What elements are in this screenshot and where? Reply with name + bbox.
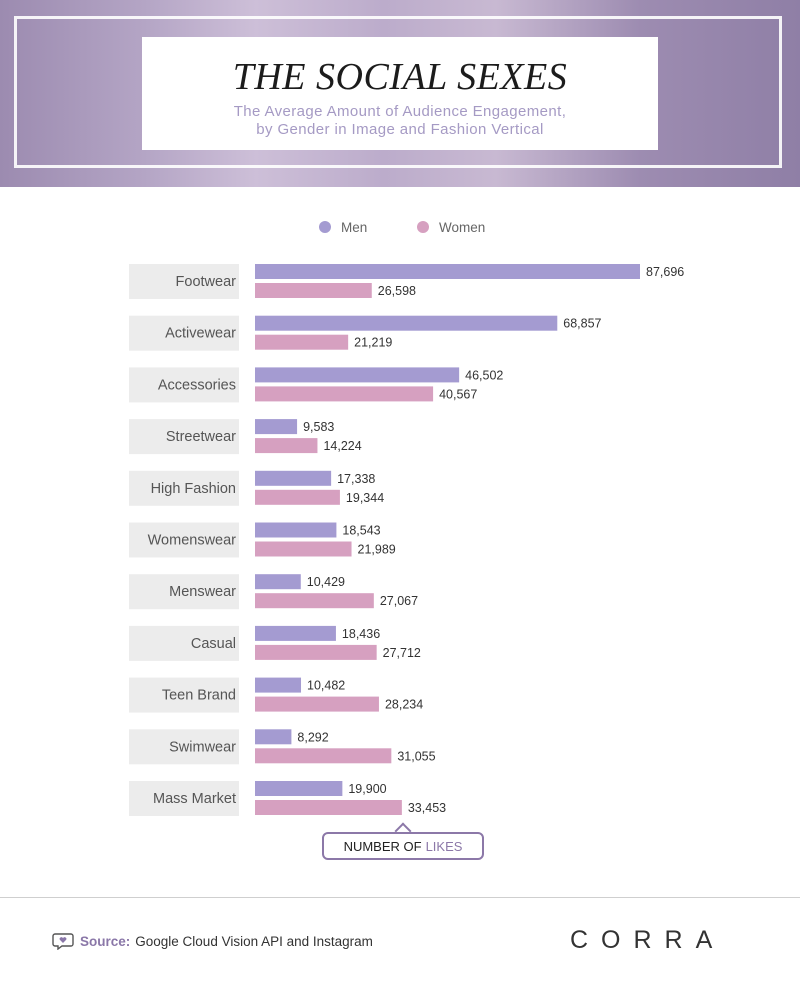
- bar-women-accessories: [255, 386, 434, 402]
- bar-women-mass-market: [255, 800, 402, 815]
- bar-men-menswear: [255, 574, 301, 590]
- value-label-men-high-fashion: 17,338: [337, 472, 375, 486]
- source-text: Google Cloud Vision API and Instagram: [135, 933, 373, 949]
- value-label-men-teen-brand: 10,482: [307, 679, 345, 693]
- value-label-men-footwear: 87,696: [646, 265, 684, 279]
- value-label-women-womenswear: 21,989: [358, 543, 396, 557]
- legend-swatch-women: [417, 221, 429, 233]
- value-label-women-high-fashion: 19,344: [346, 491, 384, 505]
- value-label-women-accessories: 40,567: [439, 387, 477, 401]
- page-title: THE SOCIAL SEXES: [232, 56, 568, 98]
- bar-men-mass-market: [255, 781, 343, 796]
- category-label-bg: [129, 625, 239, 661]
- value-label-women-menswear: 27,067: [380, 594, 418, 608]
- banner-frame: [14, 16, 782, 168]
- bar-men-activewear: [255, 315, 558, 331]
- source-note: Source: Google Cloud Vision API and Inst…: [52, 930, 373, 952]
- category-label-mass-market: Mass Market: [153, 791, 236, 807]
- category-label-bg: [129, 367, 239, 403]
- legend-label-men: Men: [341, 220, 367, 235]
- subtitle-line-1: The Average Amount of Audience Engagemen…: [233, 103, 567, 120]
- footer-divider: [0, 897, 800, 898]
- category-label-womenswear: Womenswear: [148, 533, 237, 549]
- header-banner: THE SOCIAL SEXES The Average Amount of A…: [0, 0, 800, 187]
- category-label-footwear: Footwear: [176, 274, 237, 290]
- bar-women-menswear: [255, 593, 374, 609]
- bar-women-activewear: [255, 334, 349, 350]
- value-label-men-casual: 18,436: [342, 627, 380, 641]
- category-label-bg: [129, 574, 239, 610]
- category-label-bg: [129, 419, 239, 455]
- value-label-women-swimwear: 31,055: [397, 749, 435, 763]
- bar-men-high-fashion: [255, 470, 332, 486]
- bar-women-streetwear: [255, 438, 318, 454]
- bar-men-swimwear: [255, 729, 292, 745]
- value-label-women-footwear: 26,598: [378, 284, 416, 298]
- title-box: THE SOCIAL SEXES The Average Amount of A…: [142, 37, 658, 150]
- subtitle-line-2: by Gender in Image and Fashion Vertical: [256, 121, 544, 138]
- bar-women-womenswear: [255, 541, 352, 557]
- category-label-activewear: Activewear: [165, 326, 236, 342]
- bar-men-streetwear: [255, 419, 298, 435]
- bar-women-teen-brand: [255, 696, 379, 712]
- category-label-bg: [129, 677, 239, 713]
- bar-men-casual: [255, 625, 336, 641]
- category-label-accessories: Accessories: [158, 377, 236, 393]
- category-label-menswear: Menswear: [169, 584, 236, 600]
- category-label-teen-brand: Teen Brand: [162, 688, 236, 704]
- units-accent: LIKES: [425, 838, 463, 854]
- category-label-bg: [129, 729, 239, 765]
- bar-women-casual: [255, 644, 377, 660]
- units-prefix: NUMBER OF: [343, 838, 422, 854]
- value-label-men-accessories: 46,502: [465, 368, 503, 382]
- legend-swatch-men: [319, 221, 331, 233]
- instagram-heart-icon: [52, 933, 74, 950]
- value-label-men-swimwear: 8,292: [297, 730, 328, 744]
- category-label-streetwear: Streetwear: [166, 429, 236, 445]
- source-label: Source:: [80, 933, 131, 949]
- bar-women-footwear: [255, 283, 372, 298]
- axis-units-label: NUMBER OF LIKES: [322, 832, 484, 860]
- category-label-casual: Casual: [191, 636, 236, 652]
- category-label-bg: [129, 315, 239, 351]
- bar-women-swimwear: [255, 748, 392, 764]
- value-label-men-menswear: 10,429: [307, 575, 345, 589]
- value-label-men-streetwear: 9,583: [303, 420, 334, 434]
- category-label-bg: [129, 522, 239, 558]
- bar-men-footwear: [255, 264, 640, 279]
- value-label-women-mass-market: 33,453: [408, 801, 446, 815]
- value-label-women-streetwear: 14,224: [323, 439, 361, 453]
- bar-men-teen-brand: [255, 677, 302, 693]
- value-label-women-casual: 27,712: [383, 646, 421, 660]
- value-label-women-activewear: 21,219: [354, 336, 392, 350]
- page-subtitle: The Average Amount of Audience Engagemen…: [142, 103, 658, 139]
- category-label-high-fashion: High Fashion: [151, 481, 236, 497]
- bar-women-high-fashion: [255, 489, 340, 505]
- value-label-men-activewear: 68,857: [563, 317, 601, 331]
- category-label-bg: [129, 470, 239, 506]
- bar-chart: Men Women Footwear 87,696 26,598 Activewear 68…: [129, 220, 684, 816]
- category-label-bg: [129, 781, 239, 816]
- bar-men-accessories: [255, 367, 460, 383]
- legend-label-women: Women: [439, 220, 485, 235]
- corra-logo: CORRA: [570, 926, 726, 954]
- value-label-men-mass-market: 19,900: [348, 782, 386, 796]
- category-label-swimwear: Swimwear: [169, 739, 236, 755]
- value-label-men-womenswear: 18,543: [342, 524, 380, 538]
- bar-men-womenswear: [255, 522, 337, 538]
- value-label-women-teen-brand: 28,234: [385, 698, 423, 712]
- category-label-bg: [129, 264, 239, 299]
